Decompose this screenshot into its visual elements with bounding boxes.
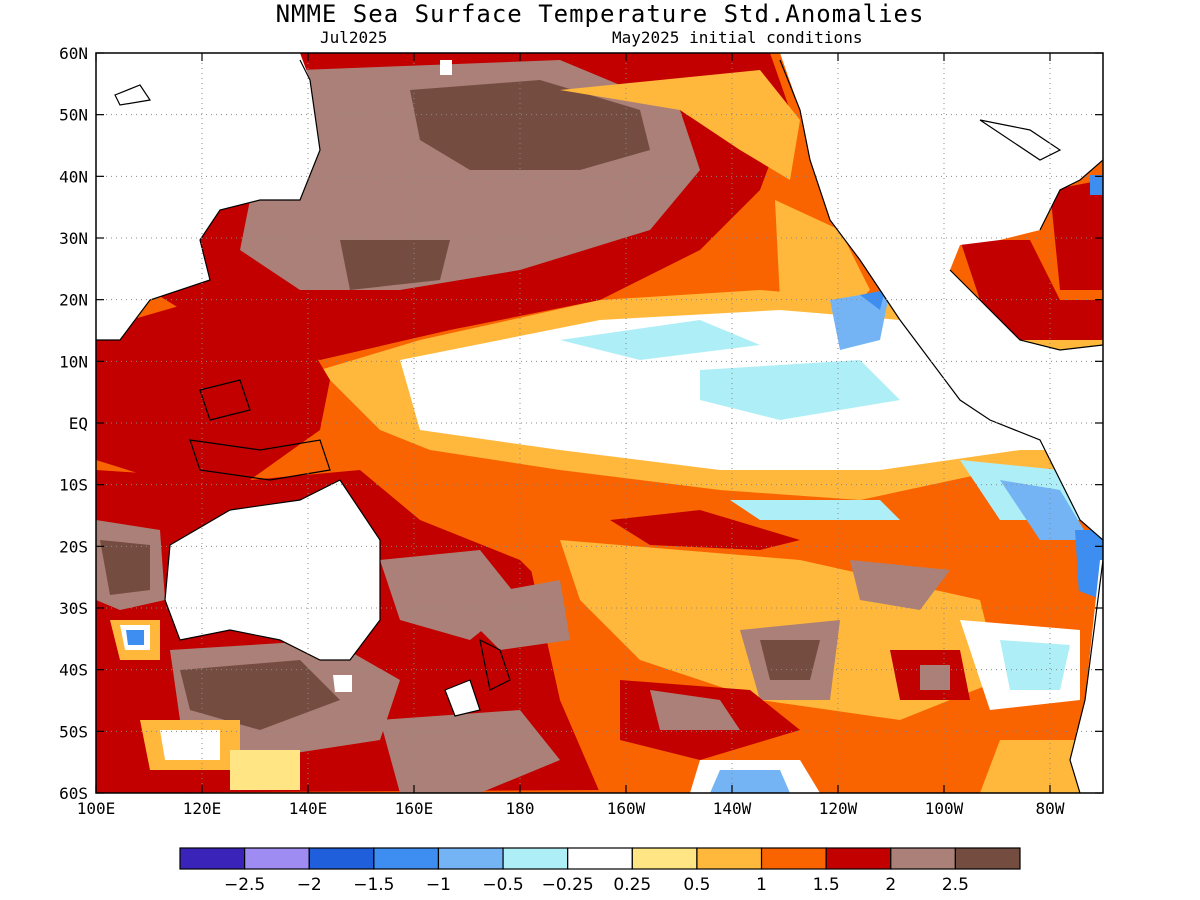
lat-label: 50S xyxy=(59,722,88,741)
colorbar-swatch xyxy=(567,847,633,870)
colorbar-label: −0.25 xyxy=(542,875,594,895)
colorbar-label: −0.5 xyxy=(482,875,523,895)
initial-conditions-label: May2025 initial conditions xyxy=(612,28,863,47)
lat-label: 10S xyxy=(59,476,88,495)
lat-label: 20N xyxy=(59,291,88,310)
lon-label: 140E xyxy=(289,799,328,818)
colorbar-swatch xyxy=(954,847,1021,870)
colorbar-label: 1.5 xyxy=(813,875,840,895)
graticule xyxy=(96,53,1103,793)
colorbar-labels: −2.5 −2 −1.5 −1 −0.5 −0.25 0.25 0.5 1 1.5 2 2.5 xyxy=(224,875,969,895)
colorbar-label: 2 xyxy=(885,875,896,895)
colorbar-swatch xyxy=(308,847,375,870)
colorbar-swatch xyxy=(437,847,504,870)
lon-label: 80W xyxy=(1036,799,1065,818)
lat-label: 10N xyxy=(59,352,88,371)
colorbar-swatch xyxy=(179,847,246,870)
lat-label: 40S xyxy=(59,661,88,680)
lat-label: EQ xyxy=(69,414,88,433)
longitude-labels: 100E 120E 140E 160E 180 160W 140W 120W 100W 80W xyxy=(77,799,1065,818)
colorbar-label: −1.5 xyxy=(353,875,394,895)
colorbar-swatch xyxy=(696,847,763,870)
lat-label: 30S xyxy=(59,599,88,618)
axis-ticks xyxy=(95,52,1103,794)
colorbar-swatch xyxy=(631,847,698,870)
colorbar-label: 0.25 xyxy=(613,875,651,895)
lat-label: 60S xyxy=(59,784,88,803)
lon-label: 180 xyxy=(506,799,535,818)
colorbar-label: −2.5 xyxy=(224,875,265,895)
lon-label: 100W xyxy=(925,799,964,818)
lat-label: 20S xyxy=(59,537,88,556)
colorbar-swatch xyxy=(502,847,569,870)
colorbar-swatch xyxy=(373,847,440,870)
forecast-month-label: Jul2025 xyxy=(320,28,388,47)
lon-label: 120E xyxy=(183,799,222,818)
lon-label: 120W xyxy=(819,799,858,818)
lon-label: 100E xyxy=(77,799,116,818)
colorbar-label: 0.5 xyxy=(683,875,710,895)
lat-label: 40N xyxy=(59,167,88,186)
lon-label: 160W xyxy=(607,799,646,818)
colorbar-label: 1 xyxy=(756,875,767,895)
lon-label: 160E xyxy=(395,799,434,818)
colorbar xyxy=(179,847,1021,870)
colorbar-swatch xyxy=(890,847,956,870)
lon-label: 140W xyxy=(713,799,752,818)
latitude-labels: 60N 50N 40N 30N 20N 10N EQ 10S 20S 30S 40S 50S 60S xyxy=(59,44,88,803)
colorbar-swatch xyxy=(825,847,892,870)
anomaly-field xyxy=(96,53,1103,793)
colorbar-label: 2.5 xyxy=(942,875,969,895)
colorbar-label: −1 xyxy=(426,875,451,895)
colorbar-swatch xyxy=(760,847,827,870)
coastlines xyxy=(96,59,1103,793)
lat-label: 30N xyxy=(59,229,88,248)
lat-label: 50N xyxy=(59,106,88,125)
colorbar-label: −2 xyxy=(297,875,322,895)
colorbar-swatch xyxy=(244,847,310,870)
lat-label: 60N xyxy=(59,44,88,63)
map-title: NMME Sea Surface Temperature Std.Anomali… xyxy=(275,0,925,28)
